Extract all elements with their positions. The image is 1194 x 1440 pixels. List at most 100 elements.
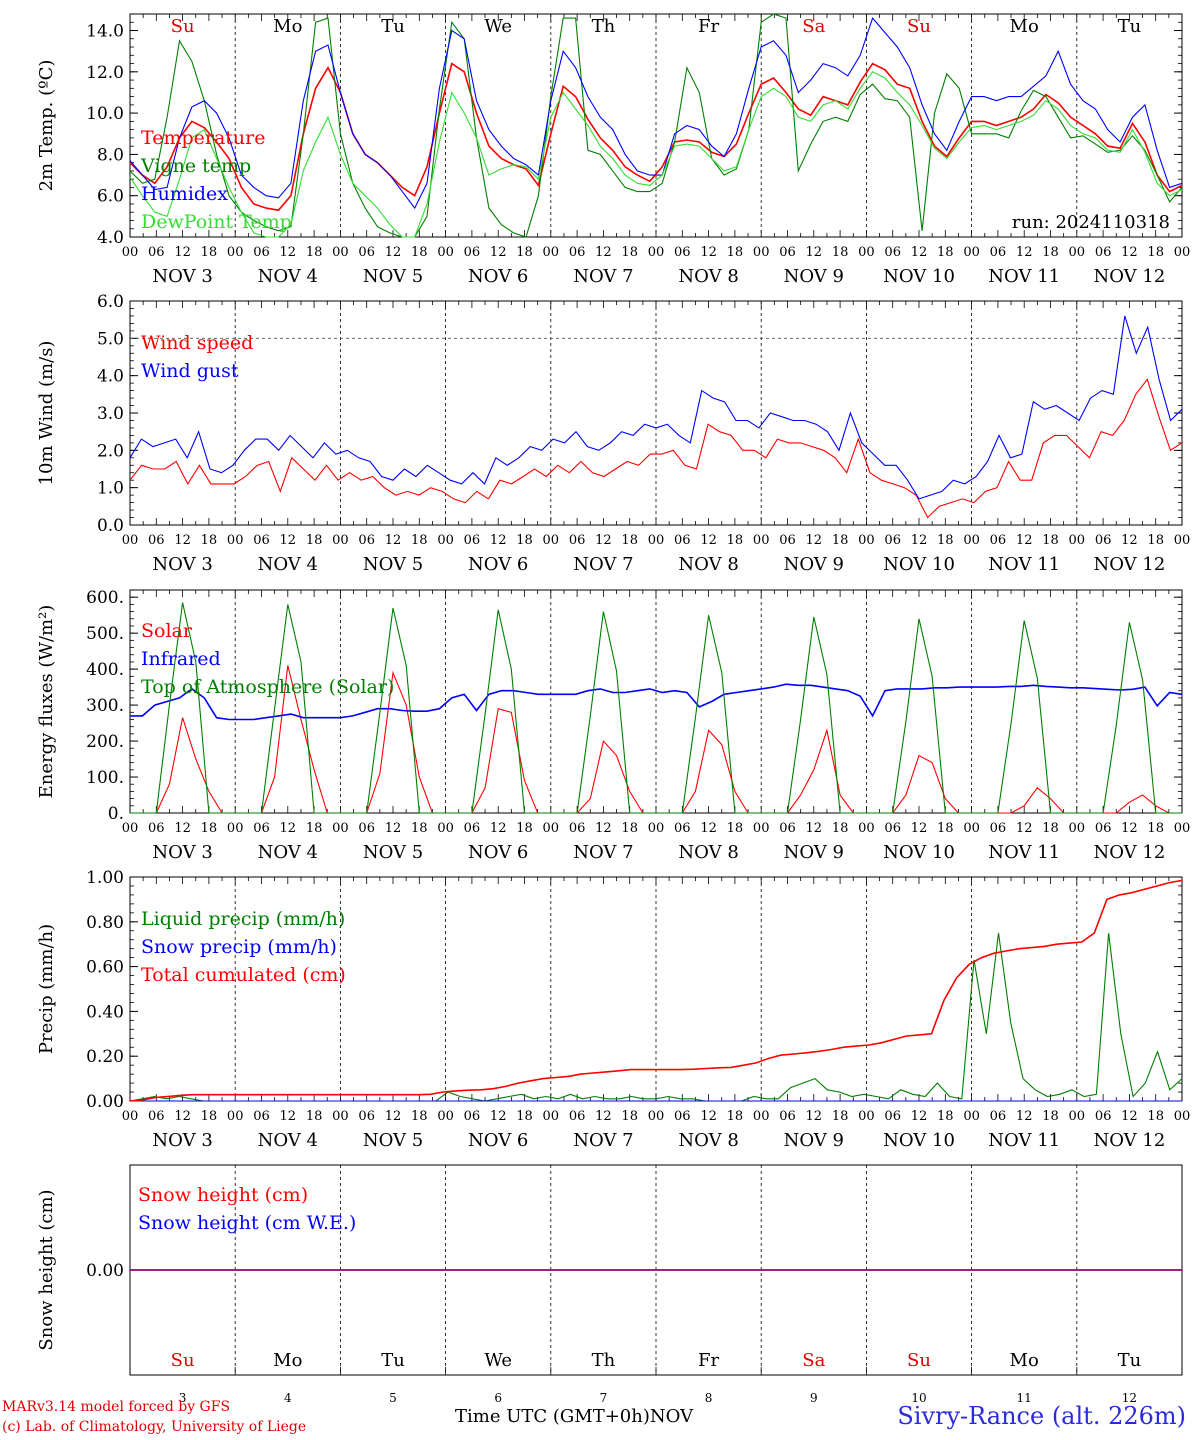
hour-label: 18	[306, 821, 323, 836]
hour-label: 06	[253, 245, 270, 260]
hour-label: 18	[201, 245, 218, 260]
hour-label: 06	[990, 1109, 1007, 1124]
hour-label: 00	[332, 245, 349, 260]
day-name: Su	[171, 16, 195, 37]
hour-label: 00	[963, 533, 980, 548]
hour-label: 00	[227, 821, 244, 836]
hour-label: 18	[727, 245, 744, 260]
date-label: NOV 4	[258, 554, 318, 575]
month-label: NOV	[649, 1406, 694, 1427]
date-label: NOV 9	[784, 842, 844, 863]
date-label: NOV 12	[1093, 1130, 1165, 1151]
day-name: Fr	[698, 1350, 719, 1371]
y-tick-label: 200.	[86, 732, 124, 752]
day-name: Su	[907, 1350, 931, 1371]
hour-label: 00	[858, 245, 875, 260]
hour-label: 06	[674, 821, 691, 836]
day-number: 12	[1122, 1391, 1137, 1405]
hour-label: 18	[306, 533, 323, 548]
hour-label: 06	[253, 821, 270, 836]
y-axis-label: Snow height (cm)	[36, 1189, 57, 1350]
day-name: Su	[907, 16, 931, 37]
hour-label: 00	[753, 1109, 770, 1124]
hour-label: 12	[911, 245, 928, 260]
y-tick-label: 1.0	[97, 479, 124, 499]
date-label: NOV 6	[468, 266, 528, 287]
day-number: 6	[494, 1391, 502, 1405]
date-label: NOV 10	[883, 1130, 955, 1151]
day-name: Mo	[273, 16, 302, 37]
hour-label: 18	[727, 533, 744, 548]
hour-label: 12	[385, 821, 402, 836]
hour-label: 18	[1147, 1109, 1164, 1124]
hour-label: 00	[437, 1109, 454, 1124]
hour-label: 06	[569, 821, 586, 836]
hour-label: 06	[674, 245, 691, 260]
hour-label: 00	[963, 245, 980, 260]
date-label: NOV 3	[152, 554, 212, 575]
legend-entry: Liquid precip (mm/h)	[141, 908, 345, 930]
y-tick-label: 100.	[86, 768, 124, 788]
y-tick-label: 14.0	[86, 22, 124, 42]
series-line	[130, 602, 1182, 814]
hour-label: 12	[385, 533, 402, 548]
hour-label: 06	[358, 245, 375, 260]
y-tick-label: 0.80	[86, 913, 124, 933]
y-tick-label: 1.00	[86, 868, 124, 888]
y-tick-label: 0.	[108, 804, 124, 824]
hour-label: 06	[358, 821, 375, 836]
date-label: NOV 7	[573, 554, 633, 575]
day-name: Mo	[273, 1350, 302, 1371]
hour-label: 18	[516, 821, 533, 836]
panel-temp	[129, 13, 1183, 238]
hour-label: 06	[148, 245, 165, 260]
hour-label: 06	[1095, 1109, 1112, 1124]
hour-label: 00	[437, 245, 454, 260]
hour-label: 00	[648, 1109, 665, 1124]
hour-label: 18	[937, 821, 954, 836]
date-label: NOV 8	[678, 1130, 738, 1151]
model-credit: MARv3.14 model forced by GFS	[2, 1399, 231, 1415]
y-axis-label: 10m Wind (m/s)	[36, 341, 57, 486]
day-name: Th	[592, 1350, 616, 1371]
hour-label: 12	[280, 1109, 297, 1124]
hour-label: 06	[1095, 821, 1112, 836]
y-tick-label: 0.00	[86, 1092, 124, 1112]
date-label: NOV 3	[152, 1130, 212, 1151]
panel-energy	[129, 589, 1183, 814]
hour-label: 12	[1016, 821, 1033, 836]
hour-label: 06	[358, 533, 375, 548]
hour-label: 12	[490, 245, 507, 260]
date-label: NOV 7	[573, 842, 633, 863]
hour-label: 18	[1147, 245, 1164, 260]
y-tick-label: 10.0	[86, 104, 124, 124]
hour-label: 12	[280, 245, 297, 260]
hour-label: 06	[884, 1109, 901, 1124]
hour-label: 12	[490, 533, 507, 548]
hour-label: 06	[464, 821, 481, 836]
y-tick-label: 3.0	[97, 404, 124, 424]
day-name: Tu	[1118, 16, 1142, 37]
hour-label: 18	[621, 1109, 638, 1124]
hour-label: 00	[648, 245, 665, 260]
y-tick-label: 6.0	[97, 187, 124, 207]
hour-label: 00	[1174, 821, 1191, 836]
hour-label: 06	[990, 821, 1007, 836]
y-axis-label: 2m Temp. (ºC)	[36, 60, 57, 192]
date-label: NOV 11	[988, 554, 1060, 575]
hour-label: 06	[148, 533, 165, 548]
y-tick-label: 0.00	[86, 1261, 124, 1281]
hour-label: 18	[727, 1109, 744, 1124]
hour-label: 18	[201, 533, 218, 548]
y-tick-label: 0.40	[86, 1002, 124, 1022]
hour-label: 18	[201, 821, 218, 836]
date-label: NOV 11	[988, 842, 1060, 863]
hour-label: 06	[253, 1109, 270, 1124]
hour-label: 18	[306, 1109, 323, 1124]
hour-label: 12	[595, 533, 612, 548]
day-name: Mo	[1010, 16, 1039, 37]
date-label: NOV 8	[678, 554, 738, 575]
date-label: NOV 9	[784, 1130, 844, 1151]
hour-label: 12	[174, 1109, 191, 1124]
legend-entry: Wind speed	[141, 332, 253, 354]
